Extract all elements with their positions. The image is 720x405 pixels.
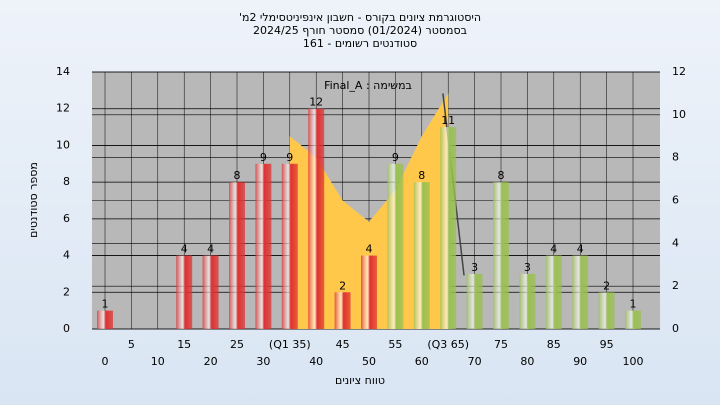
bar: [493, 182, 509, 329]
bar: [229, 182, 245, 329]
x-tick-label: 85: [547, 338, 561, 351]
x-tick-label: 75: [494, 338, 508, 351]
data-label: 4: [577, 243, 584, 256]
y-tick-label: 14: [56, 65, 70, 78]
bar: [334, 292, 351, 329]
y-tick-label: 4: [63, 249, 70, 262]
data-label: 8: [418, 169, 425, 182]
bar: [308, 108, 325, 329]
y2-tick-label: 6: [672, 194, 679, 207]
y-tick-label: 6: [63, 212, 70, 225]
bar: [255, 163, 272, 329]
bar: [176, 255, 193, 329]
x-tick-label: 15: [177, 338, 191, 351]
data-label: 4: [550, 243, 557, 256]
y2-tick-label: 8: [672, 151, 679, 164]
area: [289, 93, 449, 330]
y-tick-label: 0: [63, 322, 70, 335]
bar: [466, 273, 483, 329]
y2-tick-label: 12: [672, 65, 686, 78]
y2-tick-label: 0: [672, 322, 679, 335]
x-tick-label: 40: [309, 355, 323, 368]
x-tick-label: 30: [256, 355, 270, 368]
y-tick-label: 10: [56, 138, 70, 151]
bar: [413, 182, 430, 329]
x-tick-label: 70: [468, 355, 482, 368]
y-tick-label: 8: [63, 175, 70, 188]
data-label: 11: [441, 114, 455, 127]
annotation: במשימה : Final_A: [324, 79, 412, 92]
bar: [281, 163, 298, 329]
x-tick-label: 80: [520, 355, 534, 368]
bar: [519, 273, 536, 329]
bar: [572, 255, 589, 329]
y-tick-label: 12: [56, 102, 70, 115]
x-tick-label: 5: [128, 338, 135, 351]
data-label: 1: [630, 298, 637, 311]
data-label: 4: [181, 243, 188, 256]
x-tick-label: 10: [151, 355, 165, 368]
data-label: 9: [260, 151, 267, 164]
y2-tick-label: 10: [672, 108, 686, 121]
bar: [387, 163, 404, 329]
bar: [202, 255, 219, 329]
chart-subtitle: סטודנטים רשומים - 161: [303, 37, 417, 50]
data-label: 3: [524, 261, 531, 274]
data-label: 9: [392, 151, 399, 164]
x-tick-label: 60: [415, 355, 429, 368]
bar: [440, 127, 457, 329]
bar: [625, 310, 641, 329]
data-label: 9: [286, 151, 293, 164]
x-tick-label: (Q1 35): [269, 338, 311, 351]
x-axis-label: טווח ציונים: [335, 374, 385, 387]
data-label: 4: [366, 243, 373, 256]
bar: [598, 292, 615, 329]
chart-subtitle: בסמסטר (01/2024) סמסטר חורף 2024/25: [253, 24, 467, 37]
bar: [545, 255, 562, 329]
chart-title: היסטוגרמת ציונים בקורס - חשבון אינפיניטס…: [239, 11, 481, 24]
x-tick-label: 50: [362, 355, 376, 368]
x-tick-label: 55: [388, 338, 402, 351]
x-tick-label: 20: [204, 355, 218, 368]
y2-tick-label: 2: [672, 279, 679, 292]
x-tick-label: 25: [230, 338, 244, 351]
x-tick-label: 95: [600, 338, 614, 351]
data-label: 3: [471, 261, 478, 274]
data-label: 12: [309, 96, 323, 109]
y-axis-label: מספר סטודנטים: [27, 162, 40, 238]
x-tick-label: (Q3 65): [427, 338, 469, 351]
data-label: 2: [603, 279, 610, 292]
x-tick-label: 45: [336, 338, 350, 351]
data-label: 8: [498, 169, 505, 182]
x-tick-label: 90: [573, 355, 587, 368]
data-label: 2: [339, 279, 346, 292]
bar: [361, 255, 377, 329]
bar: [97, 310, 113, 329]
data-label: 1: [102, 298, 109, 311]
data-label: 8: [234, 169, 241, 182]
y-tick-label: 2: [63, 285, 70, 298]
x-tick-label: 100: [623, 355, 644, 368]
data-label: 4: [207, 243, 214, 256]
y2-tick-label: 4: [672, 236, 679, 249]
x-tick-label: 0: [102, 355, 109, 368]
